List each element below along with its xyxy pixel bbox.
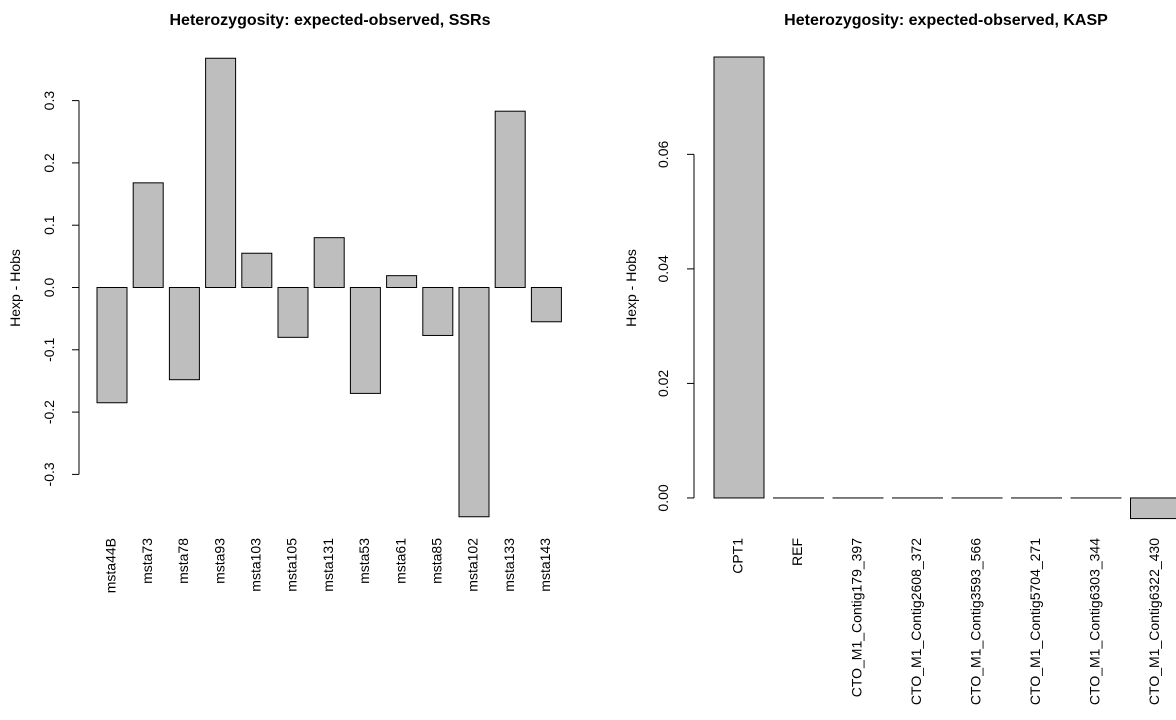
y-tick-label: 0.1 [41,215,57,235]
bar [168,287,200,381]
y-tick-label: -0.3 [41,462,57,486]
category-labels: msta44B msta73 msta78 msta93 msta103 msta105 m… [103,538,553,593]
y-tick-label: 0.06 [655,141,671,168]
y-tick-label: 0.00 [655,484,671,511]
category-label: CTO_M1_Contig179_397 [849,538,865,698]
chart-title: Heterozygosity: expected-observed, KASP [784,12,1108,29]
y-tick-label: 0.3 [41,91,57,111]
kasp-chart: Heterozygosity: expected-observed, KASP … [623,12,1176,705]
category-label: msta105 [284,538,300,592]
bar [458,287,490,518]
y-tick-label: 0.2 [41,153,57,173]
bars [96,57,562,518]
category-label: msta102 [465,538,481,592]
category-label: msta131 [320,538,336,592]
y-axis: -0.3 -0.2 -0.1 0.0 0.1 0.2 0.3 [41,91,80,486]
bar [1130,497,1176,520]
bar [241,252,273,288]
chart-title: Heterozygosity: expected-observed, SSRs [170,12,491,29]
bar [96,287,128,404]
category-label: CTO_M1_Contig6322_430 [1146,538,1162,705]
bar [494,110,526,288]
category-label: msta61 [392,538,408,584]
bar [530,287,562,323]
category-label: msta53 [356,538,372,584]
bars [713,56,1176,520]
ssr-chart: Heterozygosity: expected-observed, SSRs … [7,12,562,593]
category-label: msta73 [139,538,155,584]
bar [313,237,345,288]
y-tick-label: 0.04 [655,255,671,282]
category-label: msta85 [429,538,445,584]
bar [422,287,454,336]
bar [386,275,418,288]
category-labels: CPT1 REF CTO_M1_Contig179_397 CTO_M1_Contig… [730,538,1163,705]
category-label: msta103 [248,538,264,592]
y-axis: 0.00 0.02 0.04 0.06 [655,141,695,512]
category-label: CTO_M1_Contig5704_271 [1027,538,1043,705]
category-label: CTO_M1_Contig6303_344 [1087,538,1103,705]
category-label: msta78 [175,538,191,584]
bar [132,182,164,289]
category-label: msta93 [211,538,227,584]
bar [349,287,381,394]
y-tick-label: -0.1 [41,338,57,362]
category-label: CPT1 [730,538,746,574]
y-tick-label: 0.02 [655,370,671,397]
y-axis-label: Hexp - Hobs [623,249,639,327]
y-tick-label: -0.2 [41,400,57,424]
category-label: CTO_M1_Contig2608_372 [908,538,924,705]
category-label: msta143 [537,538,553,592]
bar [277,287,309,338]
y-axis-label: Hexp - Hobs [7,249,23,327]
category-label: msta133 [501,538,517,592]
category-label: REF [789,538,805,566]
y-tick-label: 0.0 [41,278,57,298]
category-label: msta44B [103,538,119,593]
bar [205,57,237,289]
bar [713,56,765,499]
category-label: CTO_M1_Contig3593_566 [968,538,984,705]
